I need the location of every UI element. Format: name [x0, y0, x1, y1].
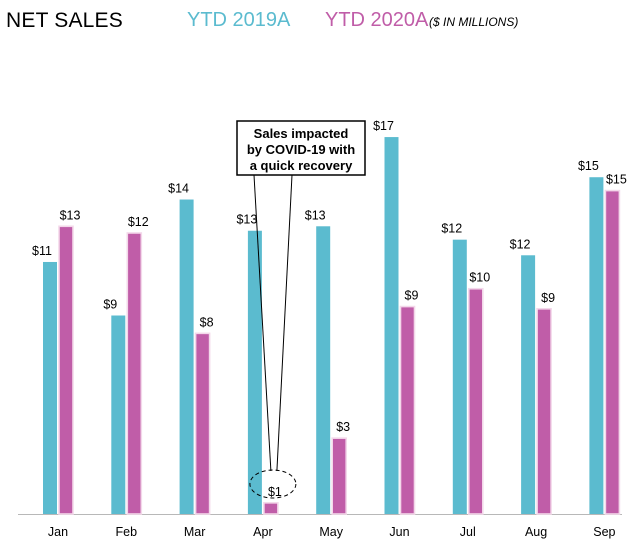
x-tick-label-sep: Sep [593, 525, 615, 539]
data-label-2020-sep: $15 [606, 173, 627, 187]
data-label-2019-jul: $12 [441, 222, 462, 236]
bar-2020-feb [126, 232, 143, 515]
x-tick-label-jan: Jan [48, 525, 68, 539]
data-label-2019-jan: $11 [32, 244, 52, 258]
data-label-2020-feb: $12 [128, 215, 149, 229]
chart-header: NET SALES YTD 2019A YTD 2020A ($ IN MILL… [0, 0, 640, 40]
data-label-2019-sep: $15 [578, 159, 599, 173]
x-tick-label-apr: Apr [253, 525, 272, 539]
data-label-2020-apr: $1 [268, 485, 282, 499]
bar-2019-feb [111, 315, 126, 514]
bar-2019-jun [384, 137, 399, 514]
data-label-2020-aug: $9 [541, 291, 555, 305]
annotation-text-line-1: Sales impacted [254, 126, 349, 141]
bar-2020-may [331, 437, 348, 515]
units-note: ($ IN MILLIONS) [429, 15, 519, 29]
bar-2020-jun [399, 305, 416, 515]
legend-entry-2019: YTD 2019A [187, 9, 291, 31]
data-label-2019-jun: $17 [373, 119, 394, 133]
chart-title: NET SALES [6, 9, 123, 32]
x-tick-label-aug: Aug [525, 525, 547, 539]
bar-2019-may [316, 226, 331, 515]
annotation-text-line-3: a quick recovery [250, 158, 353, 173]
data-label-2020-may: $3 [336, 420, 350, 434]
data-label-2019-may: $13 [305, 208, 326, 222]
bar-2020-sep [604, 189, 621, 515]
data-label-2019-aug: $12 [510, 237, 531, 251]
data-label-2020-jul: $10 [469, 271, 490, 285]
x-tick-label-may: May [319, 525, 343, 539]
bar-2019-mar [179, 199, 194, 515]
data-label-2020-jun: $9 [405, 289, 419, 303]
bar-2019-jan [43, 261, 57, 514]
bar-2020-jul [467, 287, 484, 515]
annotation-box [236, 120, 366, 176]
bar-2019-jul [452, 239, 467, 515]
bar-2020-jan [58, 225, 74, 515]
x-tick-label-jun: Jun [389, 525, 409, 539]
bar-2020-aug [536, 308, 552, 515]
legend-entry-2020: YTD 2020A [325, 9, 429, 31]
x-tick-label-jul: Jul [460, 525, 476, 539]
callout-pointer-left [253, 174, 272, 472]
data-label-2020-mar: $8 [200, 315, 214, 329]
annotation-text-line-2: by COVID-19 with [247, 142, 355, 157]
data-label-2019-apr: $13 [236, 213, 257, 227]
bar-2020-apr [263, 502, 279, 515]
bar-2020-mar [194, 332, 211, 515]
data-label-2019-feb: $9 [103, 298, 117, 312]
x-tick-label-mar: Mar [184, 525, 206, 539]
x-tick-label-feb: Feb [116, 525, 138, 539]
bar-2019-sep [589, 177, 604, 514]
bar-2019-apr [247, 230, 262, 514]
data-label-2019-mar: $14 [168, 182, 189, 196]
data-label-2020-jan: $13 [60, 208, 81, 222]
highlight-ellipse [249, 469, 297, 499]
bar-2019-aug [521, 255, 536, 515]
callout-pointer-right [276, 174, 293, 472]
